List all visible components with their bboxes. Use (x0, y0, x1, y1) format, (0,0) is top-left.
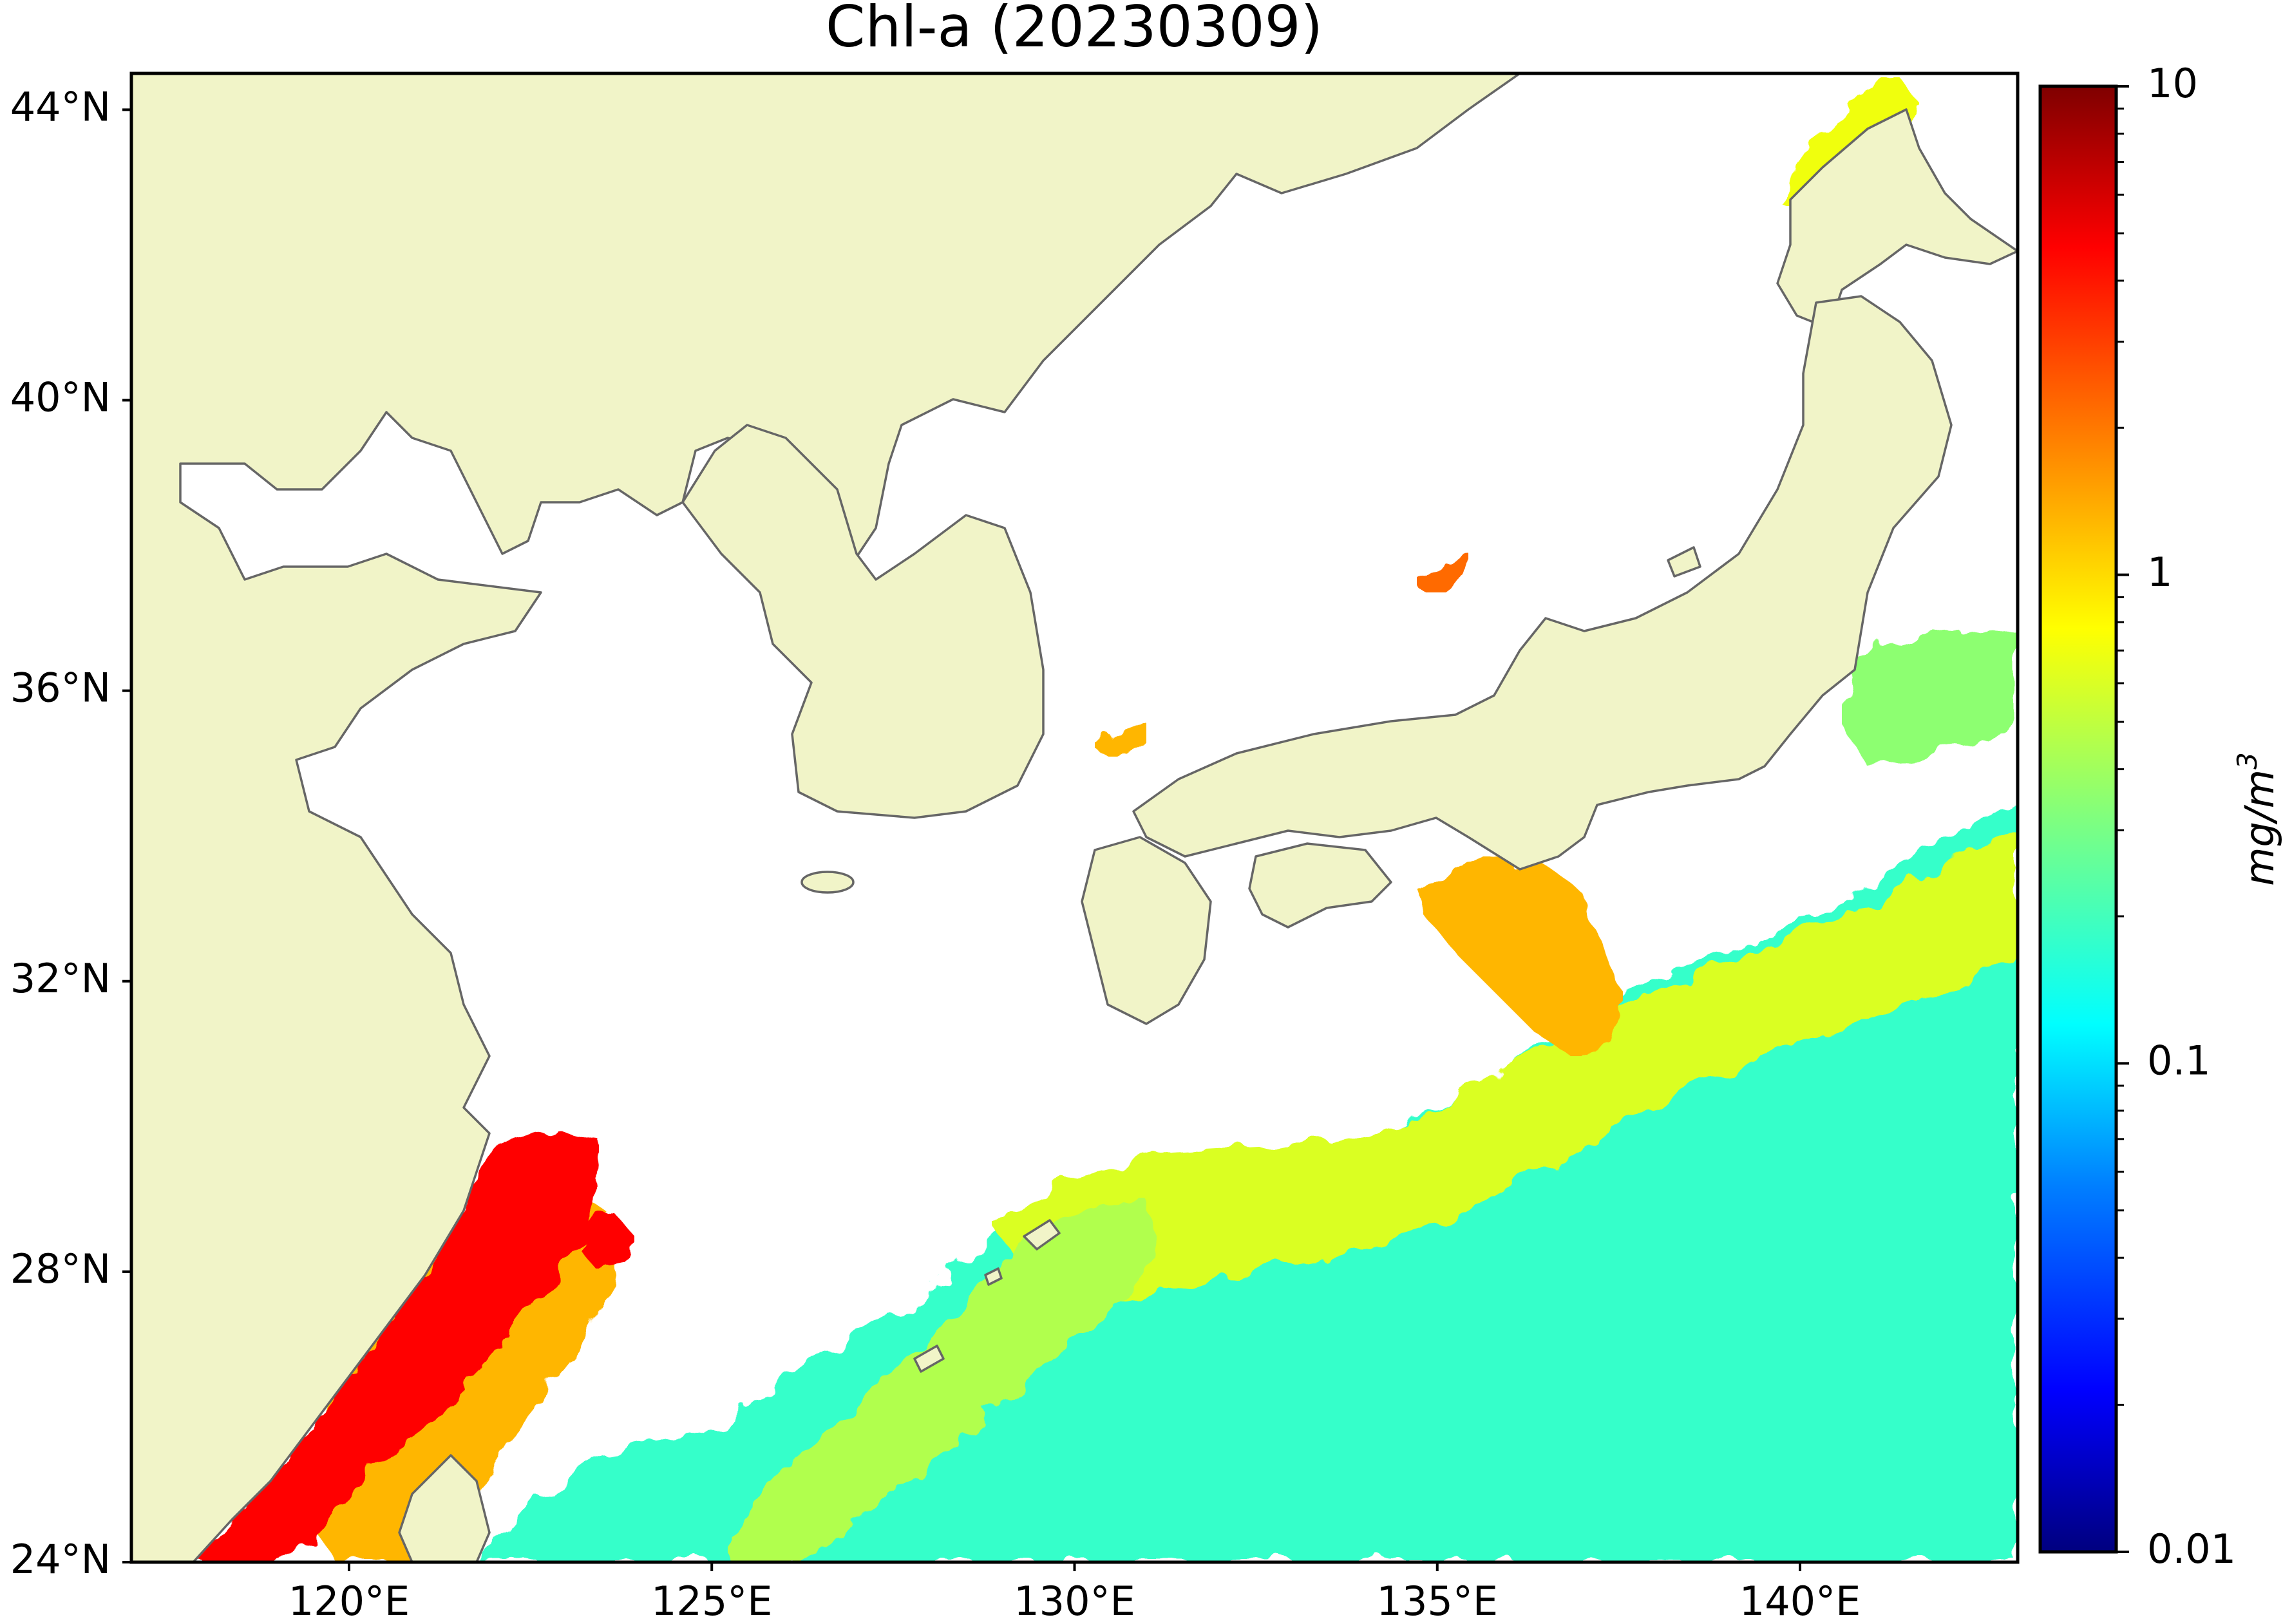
lat-tick-label-32: 32°N (10, 955, 111, 1002)
chl-patch-offshore-orange (580, 1211, 634, 1269)
land-kyushu (1081, 836, 1212, 1025)
chl-patch-sea-of-japan-south (1095, 718, 1146, 757)
lon-tick-140: 140°E (1739, 1562, 1861, 1624)
lon-tick-label-130: 130°E (1014, 1578, 1135, 1624)
latitude-axis: 24°N 28°N 32°N 36°N 40°N 44°N (10, 83, 131, 1583)
chl-patch-coastal-bloom (193, 1127, 599, 1562)
colorbar-tick-label-0.01: 0.01 (2147, 1525, 2236, 1572)
lat-tick-label-40: 40°N (10, 374, 111, 421)
map-panel (131, 73, 2018, 1562)
colorbar-label-unit: mg/m (2236, 770, 2283, 886)
colorbar-gradient (2040, 86, 2116, 1552)
lon-tick-label-120: 120°E (289, 1578, 410, 1624)
land-mainland (131, 73, 1521, 1562)
chl-patch-ryukyu (728, 1198, 1159, 1562)
colorbar-tick-0.1: 0.1 (2116, 1037, 2211, 1084)
land-korea (681, 424, 1045, 819)
land-taiwan (398, 1454, 491, 1562)
lon-tick-label-135: 135°E (1377, 1578, 1499, 1624)
lon-tick-125: 125°E (651, 1562, 773, 1624)
lat-tick-44: 44°N (10, 83, 131, 130)
chl-patch-okhotsk-coast (1777, 77, 1919, 206)
land-ryukyu-islands (913, 1219, 1061, 1373)
lat-tick-label-36: 36°N (10, 665, 111, 712)
lon-tick-135: 135°E (1377, 1562, 1499, 1624)
longitude-axis: 120°E 125°E 130°E 135°E 140°E (289, 1562, 1861, 1624)
lat-tick-36: 36°N (10, 665, 131, 712)
land-honshu (1132, 295, 1953, 871)
lat-tick-40: 40°N (10, 374, 131, 421)
lat-tick-label-44: 44°N (10, 83, 111, 130)
colorbar-tick-label-0.1: 0.1 (2147, 1037, 2211, 1084)
colorbar: 10 1 0.1 0.01 mg/m3 (2038, 60, 2283, 1572)
lat-tick-32: 32°N (10, 955, 131, 1002)
colorbar-tick-1: 1 (2116, 549, 2172, 596)
chlorophyll-layer (193, 77, 2018, 1562)
colorbar-tick-10: 10 (2116, 60, 2198, 107)
land-sado (1667, 546, 1701, 578)
lon-tick-130: 130°E (1014, 1562, 1135, 1624)
chl-patch-off-kii (1417, 856, 1623, 1056)
colorbar-tick-label-1: 1 (2147, 549, 2172, 596)
lat-tick-24: 24°N (10, 1536, 131, 1583)
colorbar-tick-0.01: 0.01 (2116, 1525, 2236, 1572)
chl-patch-off-sanriku (1842, 628, 2018, 766)
land-jeju (800, 871, 855, 894)
chl-patch-kuroshio (992, 831, 2018, 1314)
lat-tick-28: 28°N (10, 1245, 131, 1292)
lon-tick-label-125: 125°E (651, 1578, 773, 1624)
map-title: Chl-a (20230309) (826, 0, 1323, 60)
land-hokkaido (1776, 73, 2018, 330)
colorbar-label-exponent: 3 (2231, 752, 2263, 770)
lon-tick-120: 120°E (289, 1562, 410, 1624)
colorbar-minor-ticks (2116, 108, 2124, 1406)
colorbar-ticks: 10 1 0.1 0.01 (2116, 60, 2236, 1572)
colorbar-tick-label-10: 10 (2147, 60, 2198, 107)
colorbar-frame (2038, 84, 2118, 1554)
chl-patch-sea-of-japan-noto (1417, 551, 1468, 592)
land-shikoku (1248, 842, 1392, 929)
lat-tick-label-28: 28°N (10, 1245, 111, 1292)
land-layer (131, 73, 2018, 1562)
lat-tick-label-24: 24°N (10, 1536, 111, 1583)
colorbar-label: mg/m3 (2231, 752, 2283, 886)
lon-tick-label-140: 140°E (1739, 1578, 1861, 1624)
